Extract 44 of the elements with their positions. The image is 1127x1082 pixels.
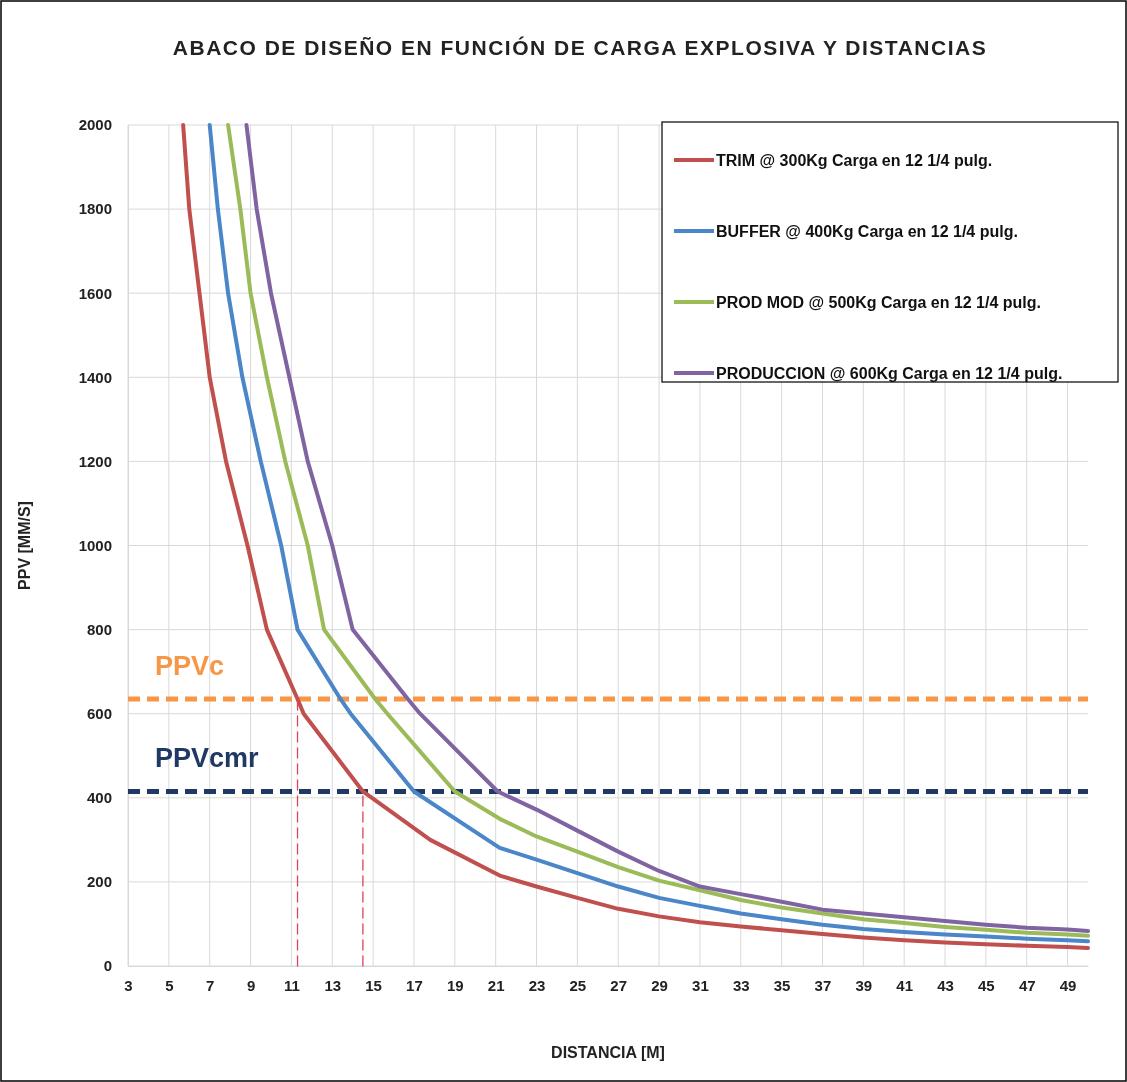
x-tick-label: 3	[124, 976, 133, 994]
x-tick-label: 7	[206, 976, 215, 994]
x-tick-label: 39	[855, 976, 873, 994]
y-tick-label: 1600	[78, 284, 112, 302]
y-axis-title: PPV [MM/S]	[16, 501, 33, 590]
legend-label: BUFFER @ 400Kg Carga en 12 1/4 pulg.	[716, 223, 1018, 240]
x-tick-label: 13	[324, 976, 342, 994]
ref-line-label: PPVcmr	[155, 743, 260, 774]
x-tick-label: 49	[1059, 976, 1077, 994]
x-tick-label: 21	[487, 976, 505, 994]
y-tick-label: 2000	[78, 116, 112, 134]
y-tick-label: 1200	[78, 452, 112, 470]
x-tick-label: 37	[814, 976, 832, 994]
y-tick-label: 1800	[78, 200, 112, 218]
x-tick-label: 27	[610, 976, 628, 994]
x-tick-label: 41	[896, 976, 914, 994]
legend-label: TRIM @ 300Kg Carga en 12 1/4 pulg.	[716, 152, 993, 169]
y-tick-label: 1000	[78, 536, 112, 554]
legend-label: PROD MOD @ 500Kg Carga en 12 1/4 pulg.	[716, 294, 1042, 311]
y-tick-label: 400	[86, 789, 112, 807]
ref-line-label: PPVc	[155, 650, 225, 681]
y-tick-label: 600	[86, 705, 112, 722]
x-tick-label: 17	[406, 976, 423, 994]
x-tick-label: 9	[246, 976, 256, 994]
y-tick-label: 200	[86, 873, 112, 891]
x-tick-label: 29	[651, 976, 668, 994]
x-tick-label: 25	[569, 976, 587, 994]
x-tick-label: 5	[165, 976, 174, 994]
y-tick-label: 1400	[78, 368, 112, 386]
y-tick-label: 800	[86, 620, 112, 638]
x-tick-label: 47	[1018, 976, 1036, 994]
legend-label: PRODUCCION @ 600Kg Carga en 12 1/4 pulg.	[716, 365, 1063, 382]
x-tick-label: 45	[978, 976, 995, 994]
y-tick-label: 0	[103, 957, 112, 975]
x-tick-label: 19	[446, 976, 464, 994]
chart-title: ABACO DE DISEÑO EN FUNCIÓN DE CARGA EXPLOSIVA Y DISTANCIAS	[172, 36, 988, 59]
x-tick-label: 11	[283, 976, 300, 994]
x-axis-title: DISTANCIA [M]	[551, 1044, 665, 1061]
x-tick-label: 23	[528, 976, 546, 994]
x-tick-label: 31	[692, 976, 709, 994]
x-tick-label: 35	[773, 976, 791, 994]
x-tick-label: 15	[365, 976, 382, 994]
x-tick-label: 43	[937, 976, 954, 994]
x-tick-label: 33	[732, 976, 750, 994]
